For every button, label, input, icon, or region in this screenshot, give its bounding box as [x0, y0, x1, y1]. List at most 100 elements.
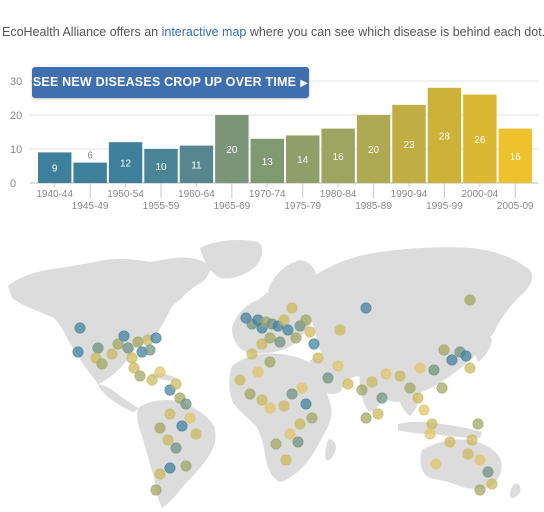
disease-dot[interactable] — [446, 354, 458, 366]
disease-dot[interactable] — [162, 434, 174, 446]
disease-dot[interactable] — [74, 322, 86, 334]
disease-dot[interactable] — [380, 368, 392, 380]
disease-dot[interactable] — [286, 302, 298, 314]
disease-dot[interactable] — [246, 348, 258, 360]
disease-dot[interactable] — [170, 378, 182, 390]
world-disease-map[interactable] — [0, 228, 544, 512]
disease-dot[interactable] — [414, 362, 426, 374]
disease-dot[interactable] — [72, 346, 84, 358]
disease-dot[interactable] — [122, 342, 134, 354]
disease-dot[interactable] — [180, 460, 192, 472]
disease-dot[interactable] — [150, 484, 162, 496]
x-tick-label: 1940-44 — [36, 189, 73, 200]
disease-dot[interactable] — [296, 382, 308, 394]
disease-dot[interactable] — [180, 398, 192, 410]
disease-dot[interactable] — [278, 400, 290, 412]
disease-dot[interactable] — [264, 332, 276, 344]
disease-dot[interactable] — [438, 344, 450, 356]
disease-dot[interactable] — [118, 330, 130, 342]
disease-dot[interactable] — [482, 466, 494, 478]
disease-dot[interactable] — [474, 454, 486, 466]
disease-dot[interactable] — [376, 392, 388, 404]
x-tick-label: 1960-64 — [178, 189, 215, 200]
disease-dot[interactable] — [372, 408, 384, 420]
disease-dot[interactable] — [132, 336, 144, 348]
disease-dot[interactable] — [300, 314, 312, 326]
disease-dot[interactable] — [356, 384, 368, 396]
disease-dot[interactable] — [428, 364, 440, 376]
disease-dot[interactable] — [164, 462, 176, 474]
disease-dot[interactable] — [256, 338, 268, 350]
disease-dot[interactable] — [308, 338, 320, 350]
disease-dot[interactable] — [474, 484, 486, 496]
disease-dot[interactable] — [462, 448, 474, 460]
disease-dot[interactable] — [112, 338, 124, 350]
disease-dot[interactable] — [292, 436, 304, 448]
disease-dot[interactable] — [304, 326, 316, 338]
disease-dot[interactable] — [472, 418, 484, 430]
disease-dot[interactable] — [134, 370, 146, 382]
disease-dot[interactable] — [252, 366, 264, 378]
disease-dot[interactable] — [444, 436, 456, 448]
disease-dot[interactable] — [300, 398, 312, 410]
disease-dot[interactable] — [126, 352, 138, 364]
disease-dot[interactable] — [164, 408, 176, 420]
disease-dot[interactable] — [394, 370, 406, 382]
disease-dot[interactable] — [412, 392, 424, 404]
disease-dot[interactable] — [176, 420, 188, 432]
see-diseases-over-time-button[interactable]: SEE NEW DISEASES CROP UP OVER TIME ▶ — [32, 67, 309, 98]
disease-dot[interactable] — [184, 412, 196, 424]
disease-dot[interactable] — [290, 332, 302, 344]
disease-dot[interactable] — [278, 314, 290, 326]
disease-dot[interactable] — [282, 324, 294, 336]
disease-dots[interactable] — [72, 294, 498, 496]
x-tick-label: 1995-99 — [426, 201, 463, 212]
disease-dot[interactable] — [430, 458, 442, 470]
disease-dot[interactable] — [170, 442, 182, 454]
disease-dot[interactable] — [154, 366, 166, 378]
disease-dot[interactable] — [464, 362, 476, 374]
disease-dot[interactable] — [334, 324, 346, 336]
disease-dot[interactable] — [270, 438, 282, 450]
disease-dot[interactable] — [342, 378, 354, 390]
disease-dot[interactable] — [436, 382, 448, 394]
disease-dot[interactable] — [312, 352, 324, 364]
disease-dot[interactable] — [106, 348, 118, 360]
disease-dot[interactable] — [274, 336, 286, 348]
disease-dot[interactable] — [154, 422, 166, 434]
y-tick-label: 0 — [10, 178, 16, 190]
disease-dot[interactable] — [464, 294, 476, 306]
disease-dot[interactable] — [332, 360, 344, 372]
disease-dot[interactable] — [360, 412, 372, 424]
disease-dot[interactable] — [306, 412, 318, 424]
disease-dot[interactable] — [284, 428, 296, 440]
disease-dot[interactable] — [322, 372, 334, 384]
disease-dot[interactable] — [360, 302, 372, 314]
disease-dot[interactable] — [234, 374, 246, 386]
disease-dot[interactable] — [128, 362, 140, 374]
disease-dot[interactable] — [426, 418, 438, 430]
disease-dot[interactable] — [424, 428, 436, 440]
disease-dot[interactable] — [280, 454, 292, 466]
disease-dot[interactable] — [92, 342, 104, 354]
disease-dot[interactable] — [486, 478, 498, 490]
disease-dot[interactable] — [366, 376, 378, 388]
disease-dot[interactable] — [466, 434, 478, 446]
disease-dot[interactable] — [144, 344, 156, 356]
disease-dot[interactable] — [244, 388, 256, 400]
interactive-map-link[interactable]: interactive map — [161, 25, 247, 39]
disease-dot[interactable] — [404, 382, 416, 394]
disease-dot[interactable] — [256, 394, 268, 406]
disease-dot[interactable] — [190, 428, 202, 440]
disease-dot[interactable] — [418, 404, 430, 416]
disease-dot[interactable] — [286, 388, 298, 400]
bar-1995-99 — [427, 87, 462, 183]
disease-dot[interactable] — [154, 468, 166, 480]
disease-dot[interactable] — [460, 350, 472, 362]
disease-dot[interactable] — [146, 374, 158, 386]
disease-dot[interactable] — [150, 332, 162, 344]
disease-dot[interactable] — [96, 358, 108, 370]
disease-dot[interactable] — [264, 402, 276, 414]
disease-dot[interactable] — [294, 418, 306, 430]
disease-dot[interactable] — [264, 356, 276, 368]
